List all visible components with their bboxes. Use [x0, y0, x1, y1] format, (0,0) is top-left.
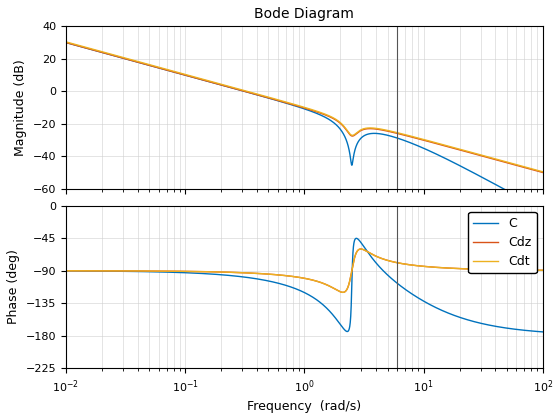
Y-axis label: Phase (deg): Phase (deg) [7, 249, 20, 324]
Y-axis label: Magnitude (dB): Magnitude (dB) [14, 59, 27, 156]
X-axis label: Frequency  (rad/s): Frequency (rad/s) [248, 400, 361, 413]
Title: Bode Diagram: Bode Diagram [254, 7, 354, 21]
Legend: C, Cdz, Cdt: C, Cdz, Cdt [468, 212, 536, 273]
